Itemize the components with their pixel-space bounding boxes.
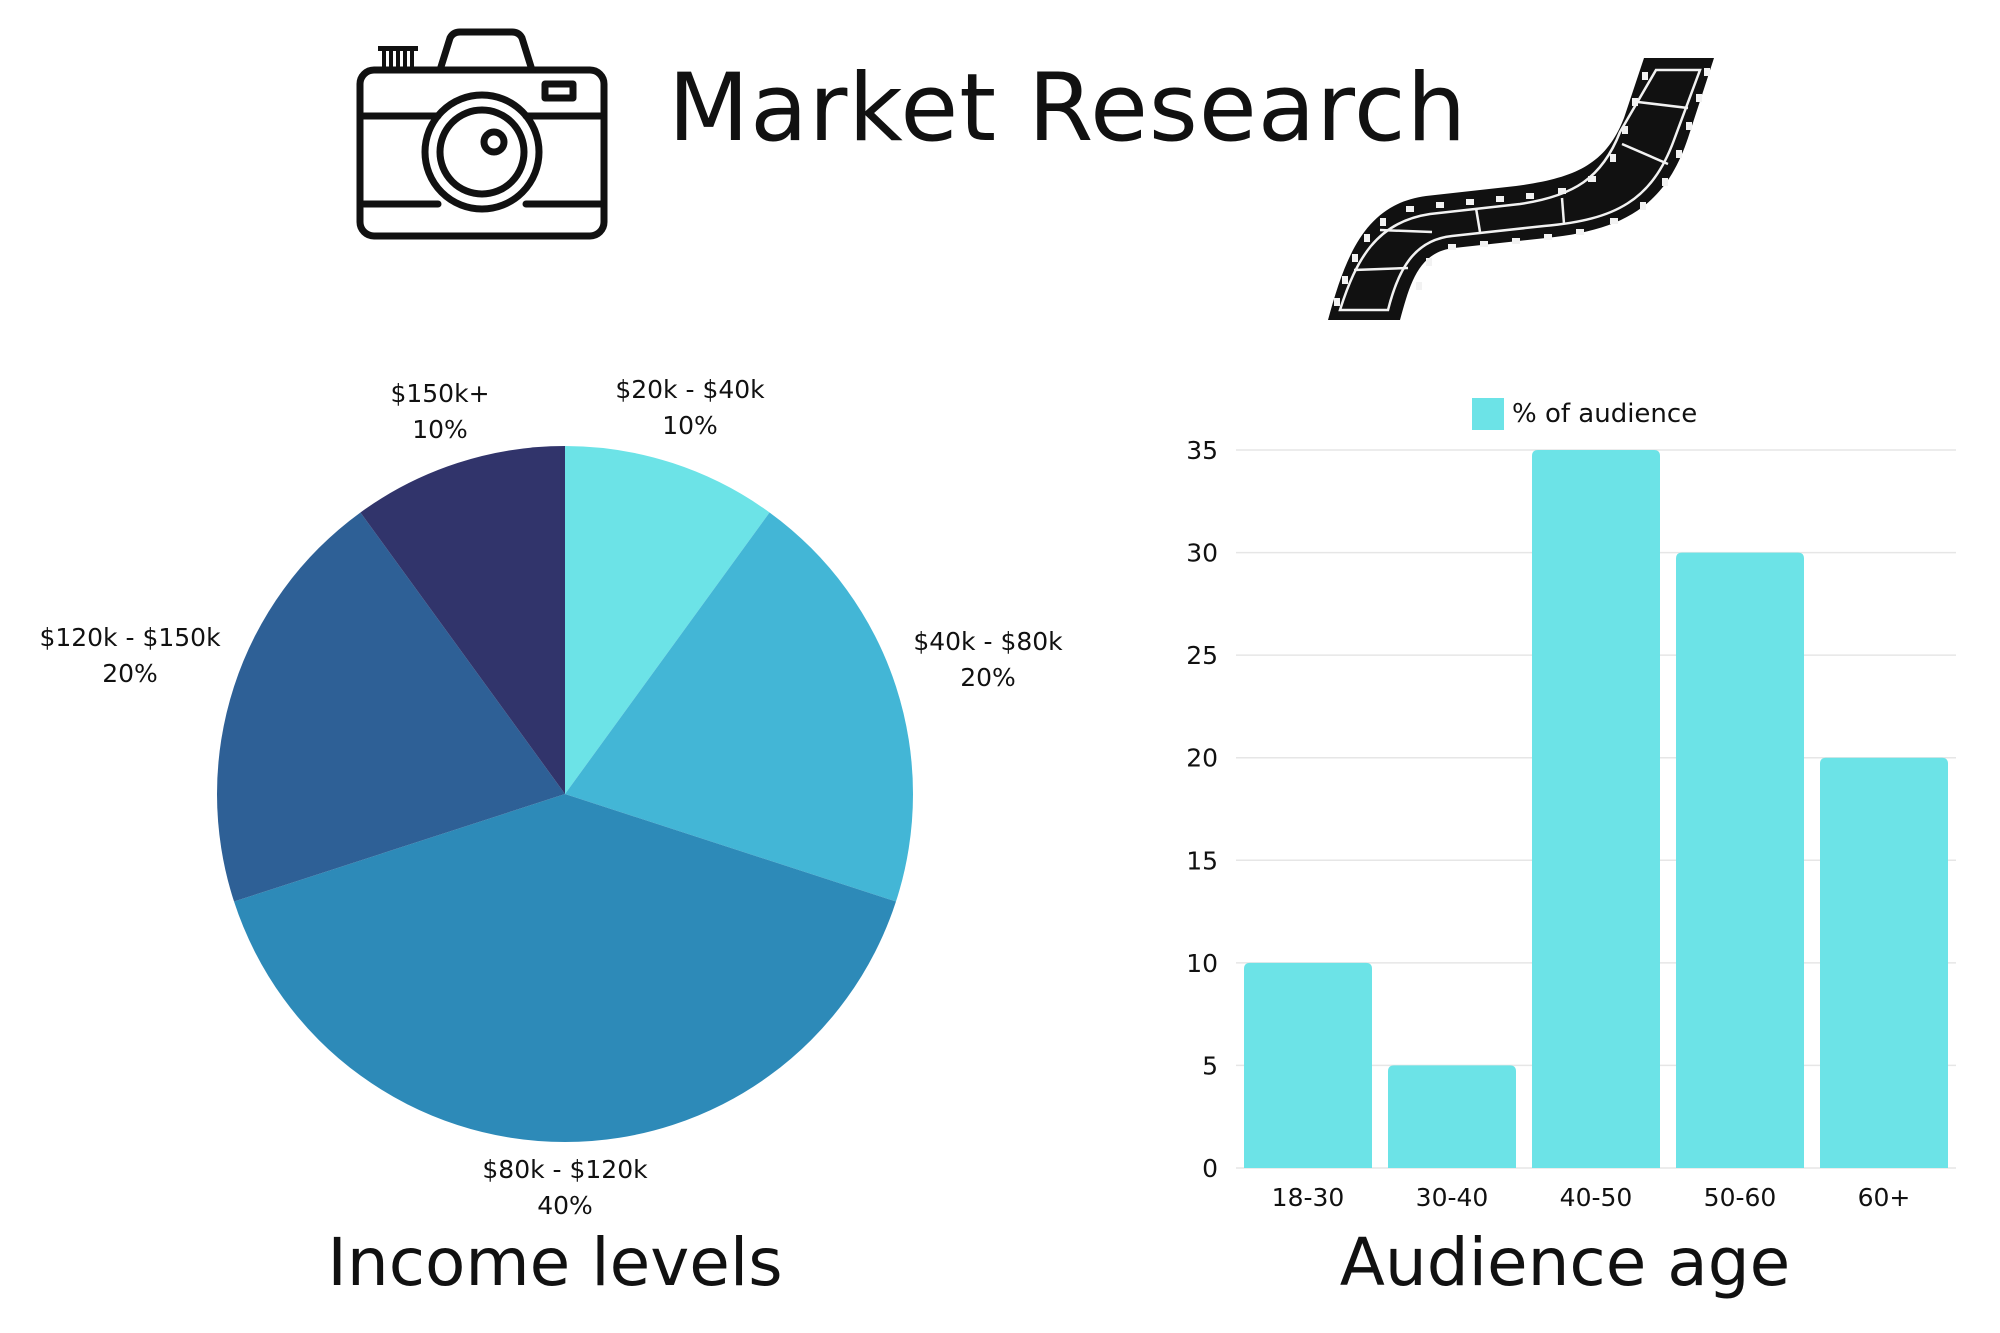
page-title: Market Research xyxy=(668,54,1468,163)
y-tick-label: 25 xyxy=(1186,641,1218,670)
y-tick-label: 5 xyxy=(1202,1051,1218,1080)
slice-label-name: $120k - $150k xyxy=(39,623,221,652)
slice-label-name: $150k+ xyxy=(390,379,490,408)
slice-label-percent: 40% xyxy=(537,1191,593,1220)
bar-legend: % of audience xyxy=(1472,398,1697,430)
pie-slice xyxy=(565,446,770,794)
y-tick-label: 35 xyxy=(1186,436,1218,465)
slice-label-percent: 20% xyxy=(102,659,158,688)
slice-label-150k-plus: $150k+ 10% xyxy=(320,376,560,448)
y-tick-label: 30 xyxy=(1186,539,1218,568)
bar-chart-title: Audience age xyxy=(1339,1224,1791,1301)
y-tick-label: 10 xyxy=(1186,949,1218,978)
slice-label-percent: 10% xyxy=(412,415,468,444)
bar xyxy=(1244,962,1372,1168)
audience-bar-chart xyxy=(1244,450,1948,1168)
bar xyxy=(1532,450,1660,1168)
legend-swatch xyxy=(1472,398,1504,430)
x-tick-label: 50-60 xyxy=(1704,1183,1777,1212)
x-tick-label: 60+ xyxy=(1858,1183,1911,1212)
pie-chart-title: Income levels xyxy=(327,1224,783,1301)
slice-label-80k-120k: $80k - $120k 40% xyxy=(445,1152,685,1224)
slice-label-name: $20k - $40k xyxy=(615,375,765,404)
camera-icon xyxy=(356,28,608,240)
slice-label-20k-40k: $20k - $40k 10% xyxy=(570,372,810,444)
slice-label-120k-150k: $120k - $150k 20% xyxy=(10,620,250,692)
slice-label-percent: 20% xyxy=(960,663,1016,692)
pie-slice xyxy=(565,512,914,902)
bar-x-axis: 18-30 30-40 40-50 50-60 60+ xyxy=(1272,1183,1911,1212)
slice-label-name: $80k - $120k xyxy=(482,1155,648,1184)
legend-label: % of audience xyxy=(1512,399,1698,429)
pie-slice xyxy=(216,512,565,902)
film-strip-icon xyxy=(1328,58,1714,320)
x-tick-label: 18-30 xyxy=(1272,1183,1345,1212)
y-tick-label: 20 xyxy=(1186,744,1218,773)
bar-y-axis: 0 5 10 15 20 25 30 35 xyxy=(1186,436,1218,1183)
slice-label-percent: 10% xyxy=(662,411,718,440)
y-tick-label: 0 xyxy=(1202,1154,1218,1183)
bar xyxy=(1676,552,1804,1168)
bar xyxy=(1388,1065,1516,1168)
slice-label-name: $40k - $80k xyxy=(913,627,1063,656)
y-tick-label: 15 xyxy=(1186,846,1218,875)
x-tick-label: 30-40 xyxy=(1416,1183,1489,1212)
slice-label-40k-80k: $40k - $80k 20% xyxy=(868,624,1108,696)
pie-slice xyxy=(360,446,565,794)
pie-slice xyxy=(234,794,896,1143)
income-pie-chart xyxy=(216,446,914,1143)
x-tick-label: 40-50 xyxy=(1560,1183,1633,1212)
bar xyxy=(1820,757,1948,1168)
